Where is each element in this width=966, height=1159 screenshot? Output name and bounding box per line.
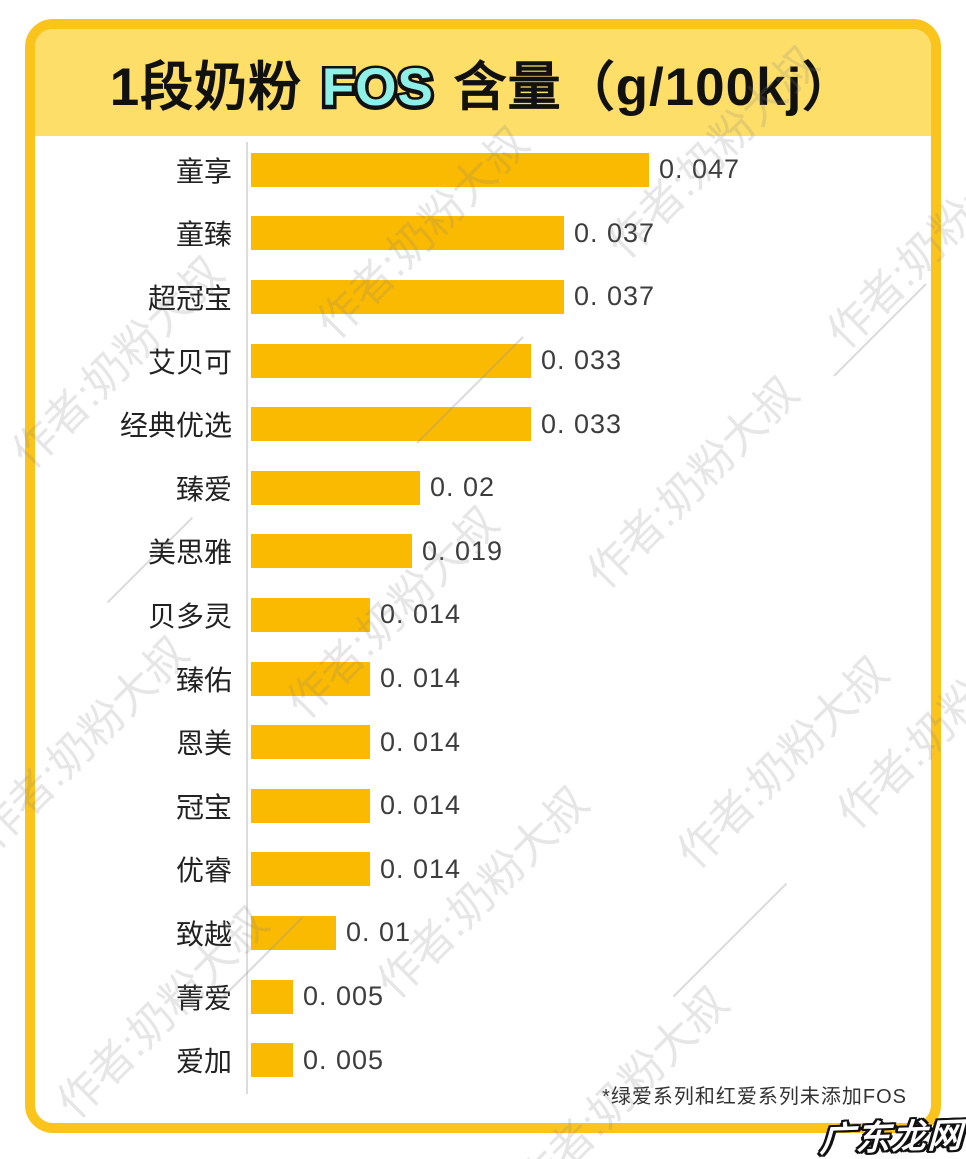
bar [251,534,412,569]
value-label: 0. 037 [574,281,656,312]
footnote: *绿爱系列和红爱系列未添加FOS [602,1086,907,1108]
bar-row: 贝多灵 0. 014 [35,583,931,647]
chart-title: 1段奶粉 FOS 含量（g/100kj） [110,45,857,121]
bar-row: 臻佑 0. 014 [35,647,931,711]
bar [251,407,531,442]
bar [251,915,336,950]
title-suffix: 含量（g/100kj） [437,57,857,117]
value-label: 0. 033 [541,345,623,376]
bar [251,216,564,251]
bar-row: 童享 0. 047 [35,138,931,202]
bar [251,725,370,760]
title-highlight: FOS [318,58,438,117]
value-label: 0. 01 [346,917,412,948]
bar [251,1043,293,1078]
category-label: 恩美 [175,728,232,760]
value-label: 0. 005 [303,981,385,1012]
title-prefix: 1段奶粉 [109,57,318,117]
bar-row: 冠宝 0. 014 [35,774,931,838]
category-label: 臻佑 [175,664,232,696]
category-label: 贝多灵 [147,600,232,632]
category-label: 超冠宝 [147,282,232,314]
category-label: 优睿 [175,855,232,887]
value-label: 0. 02 [430,472,496,503]
value-label: 0. 037 [574,217,656,248]
bar [251,788,370,823]
bar-row: 菁爱 0. 005 [35,965,931,1029]
bar-row: 致越 0. 01 [35,901,931,965]
bar-rows: 童享 0. 047 童臻 0. 037 超冠宝 0. 037 艾贝可 0. 033 经典优选 0.… [35,138,931,1092]
bar [251,152,649,187]
category-label: 美思雅 [147,537,232,569]
bar-row: 爱加 0. 005 [35,1028,931,1092]
category-label: 艾贝可 [147,346,232,378]
bar-row: 美思雅 0. 019 [35,520,931,584]
bar [251,979,293,1014]
bar-row: 童臻 0. 037 [35,202,931,266]
value-label: 0. 014 [380,790,462,821]
value-label: 0. 019 [422,535,504,566]
value-label: 0. 014 [380,726,462,757]
bar-row: 超冠宝 0. 037 [35,265,931,329]
bar-row: 艾贝可 0. 033 [35,329,931,393]
category-label: 冠宝 [175,791,232,823]
bar [251,852,370,887]
category-label: 致越 [175,918,232,950]
bar [251,597,370,632]
value-label: 0. 033 [541,408,623,439]
site-logo: 广东龙网 [819,1116,965,1159]
bar-row: 恩美 0. 014 [35,710,931,774]
bar-row: 臻爱 0. 02 [35,456,931,520]
category-label: 童臻 [175,219,232,251]
bar [251,661,370,696]
bar-chart: 童享 0. 047 童臻 0. 037 超冠宝 0. 037 艾贝可 0. 033 经典优选 0.… [35,136,931,1094]
bar-row: 经典优选 0. 033 [35,392,931,456]
bar [251,279,564,314]
category-label: 爱加 [175,1046,232,1078]
bar-row: 优睿 0. 014 [35,838,931,902]
value-label: 0. 005 [303,1044,385,1075]
bar [251,470,420,505]
value-label: 0. 014 [380,599,462,630]
card-header: 1段奶粉 FOS 含量（g/100kj） [35,29,931,136]
category-label: 童享 [175,155,232,187]
value-label: 0. 014 [380,663,462,694]
y-axis-line [246,142,248,1094]
category-label: 经典优选 [119,410,232,442]
category-label: 臻爱 [175,473,232,505]
value-label: 0. 047 [659,154,741,185]
value-label: 0. 014 [380,853,462,884]
bar [251,343,531,378]
category-label: 菁爱 [175,982,232,1014]
